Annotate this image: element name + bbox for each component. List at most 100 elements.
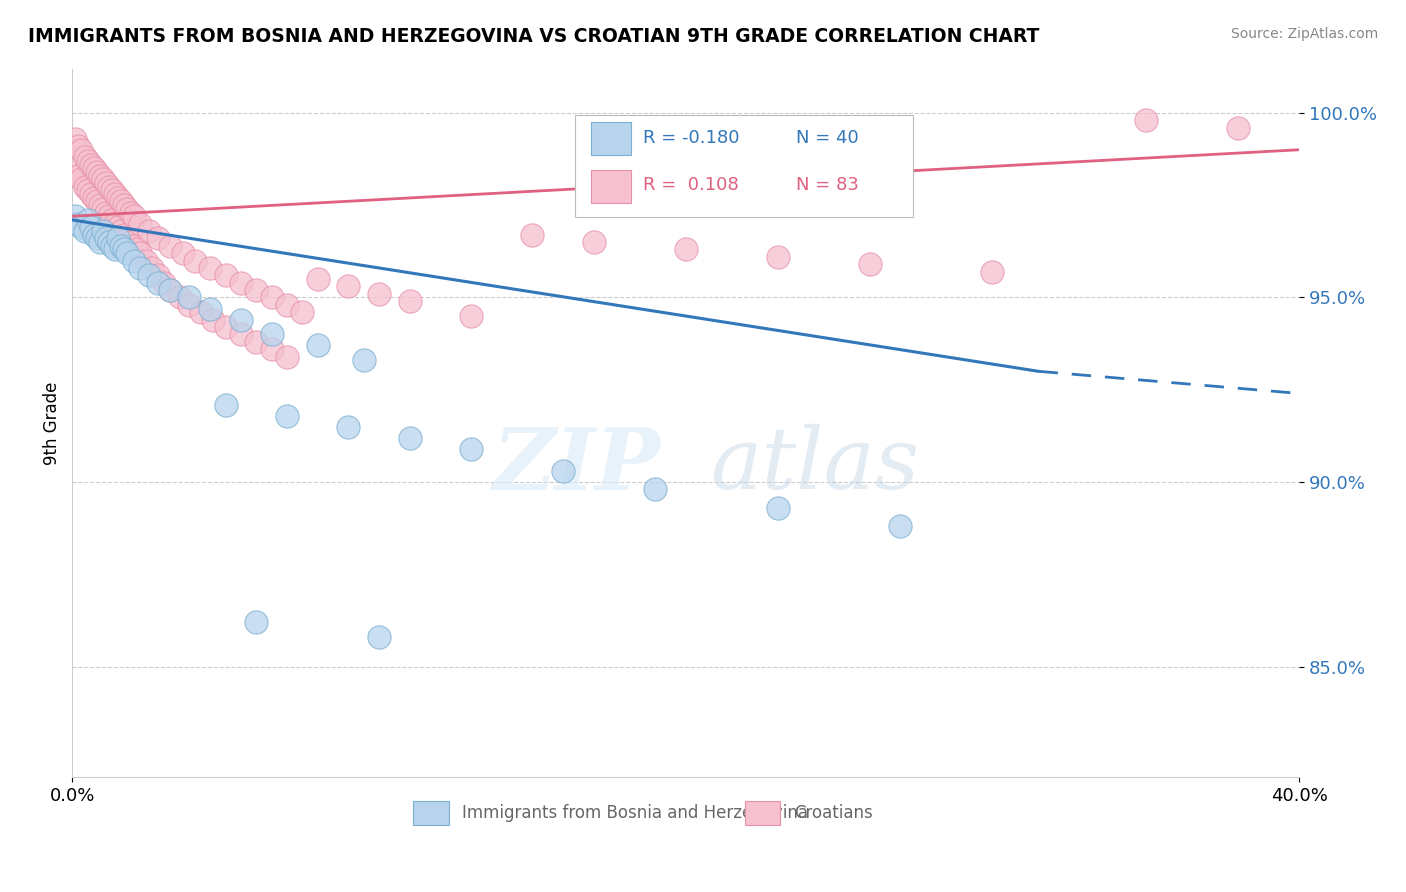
Point	[76, 153, 98, 168]
Point	[76, 213, 98, 227]
FancyBboxPatch shape	[575, 114, 912, 218]
Point	[117, 246, 139, 260]
Point	[1135, 113, 1157, 128]
Point	[146, 276, 169, 290]
Point	[70, 143, 93, 157]
Point	[94, 231, 117, 245]
Point	[307, 272, 329, 286]
Point	[260, 290, 283, 304]
Point	[94, 205, 117, 219]
Point	[675, 243, 697, 257]
Point	[67, 139, 90, 153]
Point	[86, 231, 108, 245]
Point	[76, 183, 98, 197]
Point	[89, 169, 111, 183]
Point	[110, 224, 132, 238]
Point	[276, 350, 298, 364]
Point	[122, 253, 145, 268]
Point	[135, 253, 157, 268]
Point	[184, 253, 207, 268]
Point	[172, 246, 194, 260]
Point	[177, 298, 200, 312]
Point	[122, 209, 145, 223]
Point	[65, 209, 87, 223]
Text: N = 83: N = 83	[796, 177, 859, 194]
Point	[214, 268, 236, 283]
Text: atlas: atlas	[710, 425, 920, 507]
Point	[107, 191, 129, 205]
Text: R = -0.180: R = -0.180	[643, 128, 740, 146]
Point	[214, 320, 236, 334]
Point	[582, 235, 605, 249]
Point	[146, 231, 169, 245]
Point	[89, 235, 111, 249]
Point	[766, 250, 789, 264]
Point	[67, 169, 90, 183]
Point	[91, 172, 114, 186]
Point	[65, 161, 87, 176]
Point	[1226, 120, 1249, 135]
Point	[644, 483, 666, 497]
Point	[73, 224, 96, 238]
Point	[214, 398, 236, 412]
Point	[153, 276, 176, 290]
Point	[138, 224, 160, 238]
Point	[107, 220, 129, 235]
Point	[101, 239, 124, 253]
Point	[291, 305, 314, 319]
Point	[79, 187, 101, 202]
Text: Croatians: Croatians	[794, 804, 873, 822]
Text: ZIP: ZIP	[494, 424, 661, 508]
Point	[229, 276, 252, 290]
Point	[766, 500, 789, 515]
Point	[73, 150, 96, 164]
Y-axis label: 9th Grade: 9th Grade	[44, 381, 60, 465]
Point	[141, 260, 163, 275]
Point	[229, 327, 252, 342]
Point	[112, 243, 135, 257]
Point	[83, 161, 105, 176]
Point	[125, 243, 148, 257]
Point	[859, 257, 882, 271]
Point	[177, 290, 200, 304]
Point	[146, 268, 169, 283]
Point	[260, 327, 283, 342]
Point	[83, 191, 105, 205]
Point	[200, 301, 222, 316]
Point	[159, 239, 181, 253]
Point	[981, 264, 1004, 278]
Point	[202, 312, 225, 326]
FancyBboxPatch shape	[592, 122, 630, 154]
Point	[79, 220, 101, 235]
Point	[190, 305, 212, 319]
Point	[86, 165, 108, 179]
Point	[67, 217, 90, 231]
Point	[276, 409, 298, 423]
Point	[260, 342, 283, 356]
Point	[89, 198, 111, 212]
Point	[73, 179, 96, 194]
Point	[551, 464, 574, 478]
Point	[110, 239, 132, 253]
Point	[104, 217, 127, 231]
Point	[889, 519, 911, 533]
Point	[159, 283, 181, 297]
Point	[91, 202, 114, 216]
Point	[112, 198, 135, 212]
Point	[353, 353, 375, 368]
Point	[398, 431, 420, 445]
Point	[91, 224, 114, 238]
Point	[79, 157, 101, 171]
Point	[307, 338, 329, 352]
Text: Source: ZipAtlas.com: Source: ZipAtlas.com	[1230, 27, 1378, 41]
Point	[200, 260, 222, 275]
Point	[122, 239, 145, 253]
Point	[128, 246, 150, 260]
Point	[101, 213, 124, 227]
Text: R =  0.108: R = 0.108	[643, 177, 738, 194]
Point	[368, 286, 391, 301]
Text: N = 40: N = 40	[796, 128, 859, 146]
Point	[159, 283, 181, 297]
Point	[86, 194, 108, 209]
Point	[245, 283, 267, 297]
